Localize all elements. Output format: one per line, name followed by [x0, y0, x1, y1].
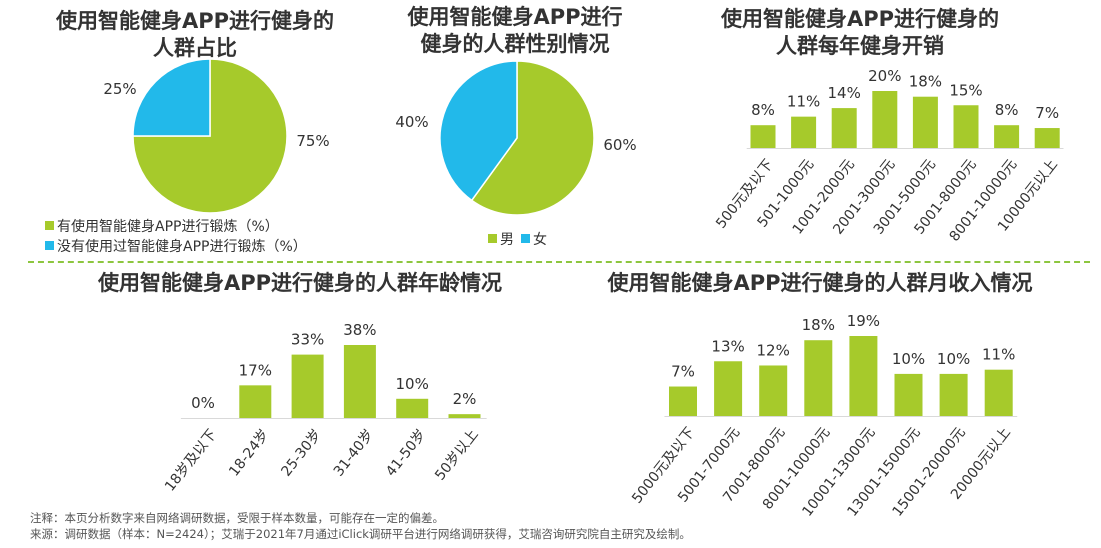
age-bar-chart: 0% 18岁及以下 17% 18-24岁 33% 25-30岁 38% 31-40岁 10% 41… [162, 321, 487, 495]
bar [994, 125, 1020, 148]
legend-swatch [521, 234, 530, 243]
bar [239, 385, 272, 418]
gender-pie: 60% 40% [395, 60, 637, 216]
slice-value-label: 40% [395, 113, 428, 131]
category-tick-label: 31-40岁 [331, 427, 377, 480]
yearly-spending-panel: 使用智能健身APP进行健身的 人群每年健身开销 8% 500元及以下 11% 501-… [660, 0, 1101, 262]
legend-swatch [45, 241, 54, 250]
legend-label: 有使用智能健身APP进行锻炼（%） [57, 219, 279, 235]
usage-share-panel: 使用智能健身APP进行健身的 人群占比 75% 25% 有使用智能健身APP进行锻… [0, 0, 370, 262]
legend-swatch [45, 221, 54, 230]
legend-item-male: 男 [488, 231, 514, 249]
chart-title-line1: 使用智能健身APP进行健身的人群月收入情况 [607, 271, 1033, 295]
section-divider [28, 261, 1090, 263]
bar-value-label: 18% [802, 316, 835, 334]
bar-value-label: 18% [909, 73, 942, 91]
bar [396, 398, 429, 418]
bar-value-label: 10% [937, 350, 970, 368]
monthly-income-bar-chart: 7%5000元及以下13%5001-7000元12%7001-8000元18%8… [629, 312, 1018, 520]
monthly-income-panel: 使用智能健身APP进行健身的人群月收入情况 7% 5000元及以下 13% 5001-… [560, 262, 1101, 520]
usage-share-pie: 75% 25% [103, 58, 330, 214]
bar-value-label: 2% [453, 390, 477, 408]
bar-value-label: 7% [671, 363, 695, 381]
bar-value-label: 11% [787, 93, 820, 111]
category-tick-label: 41-50岁 [383, 427, 429, 480]
bar-value-label: 15% [949, 81, 982, 99]
legend-item-not-used: 没有使用过智能健身APP进行锻炼（%） [45, 238, 307, 256]
bar-value-label: 11% [982, 346, 1015, 364]
pie-slice [132, 58, 288, 214]
chart-title: 使用智能健身APP进行健身的 人群占比 [20, 8, 370, 62]
bar [912, 96, 938, 148]
bar [984, 369, 1013, 416]
bar-value-label: 8% [751, 101, 775, 119]
bar-value-label: 0% [191, 394, 215, 412]
bar-value-label: 14% [828, 84, 861, 102]
bar [291, 354, 324, 418]
category-tick-label: 50岁以上 [432, 427, 481, 484]
bar [448, 414, 481, 418]
bar-value-label: 38% [343, 321, 376, 339]
bar-value-label: 33% [291, 331, 324, 349]
yearly-spending-bar-chart: 8%500元及以下11%501-1000元14%1001-2000元20%200… [713, 67, 1064, 245]
legend-item-female: 女 [521, 231, 547, 249]
chart-title-line1: 使用智能健身APP进行健身的 [55, 9, 335, 33]
category-tick-label: 18岁及以下 [162, 427, 220, 495]
bar-value-label: 10% [396, 375, 429, 393]
bar-value-label: 7% [1035, 104, 1059, 122]
chart-title-line2: 健身的人群性别情况 [420, 32, 610, 56]
category-tick-label: 18-24岁 [226, 427, 272, 480]
legend-swatch [488, 234, 497, 243]
chart-title-line2: 人群每年健身开销 [776, 34, 944, 58]
bar [791, 116, 817, 148]
bar [849, 336, 878, 416]
footnote-source: 来源：调研数据（样本：N=2424）；艾瑞于2021年7月通过iClick调研平… [30, 527, 691, 541]
age-panel: 使用智能健身APP进行健身的人群年龄情况 0% 18岁及以下 17% 18-24岁 33… [0, 262, 560, 512]
slice-value-label: 60% [603, 136, 636, 154]
bar-value-label: 17% [239, 361, 272, 379]
pie-slice [132, 58, 211, 137]
bar [714, 361, 743, 416]
gender-panel: 使用智能健身APP进行 健身的人群性别情况 60% 40% 男 女 [370, 0, 660, 262]
bar [872, 91, 898, 148]
bar [939, 373, 968, 416]
chart-title-line1: 使用智能健身APP进行健身的 [720, 7, 1000, 31]
slice-value-label: 75% [296, 132, 329, 150]
bar [804, 340, 833, 416]
bar-value-label: 12% [757, 341, 790, 359]
bar [750, 125, 776, 148]
legend-label: 没有使用过智能健身APP进行锻炼（%） [57, 239, 307, 255]
chart-title-line1: 使用智能健身APP进行 [407, 5, 623, 29]
footnote-note: 注释：本页分析数字来自网络调研数据，受限于样本数量，可能存在一定的偏差。 [30, 511, 444, 525]
bar [759, 365, 788, 416]
bar-value-label: 8% [995, 101, 1019, 119]
bar-value-label: 20% [868, 67, 901, 85]
bar-value-label: 19% [847, 312, 880, 330]
footnotes: 注释：本页分析数字来自网络调研数据，受限于样本数量，可能存在一定的偏差。 来源：… [30, 510, 691, 542]
bar [1034, 128, 1060, 148]
chart-title-line2: 人群占比 [153, 36, 237, 60]
slice-value-label: 25% [103, 80, 136, 98]
bar [831, 108, 857, 148]
bar [343, 345, 376, 418]
category-tick-label: 25-30岁 [278, 427, 324, 480]
bar [953, 105, 979, 148]
chart-title: 使用智能健身APP进行健身的人群年龄情况 [60, 270, 540, 297]
chart-title: 使用智能健身APP进行健身的人群月收入情况 [560, 270, 1080, 297]
legend-label: 男 [500, 232, 514, 248]
chart-title-line1: 使用智能健身APP进行健身的人群年龄情况 [97, 271, 503, 295]
bar-value-label: 13% [711, 337, 744, 355]
pie-slice [470, 60, 595, 216]
bar-value-label: 10% [892, 350, 925, 368]
bar [894, 373, 923, 416]
legend-label: 女 [533, 232, 547, 248]
bar [669, 386, 697, 416]
legend-item-used: 有使用智能健身APP进行锻炼（%） [45, 218, 279, 236]
pie-slice [439, 60, 518, 202]
chart-title: 使用智能健身APP进行健身的 人群每年健身开销 [660, 6, 1060, 60]
chart-title: 使用智能健身APP进行 健身的人群性别情况 [370, 4, 660, 58]
